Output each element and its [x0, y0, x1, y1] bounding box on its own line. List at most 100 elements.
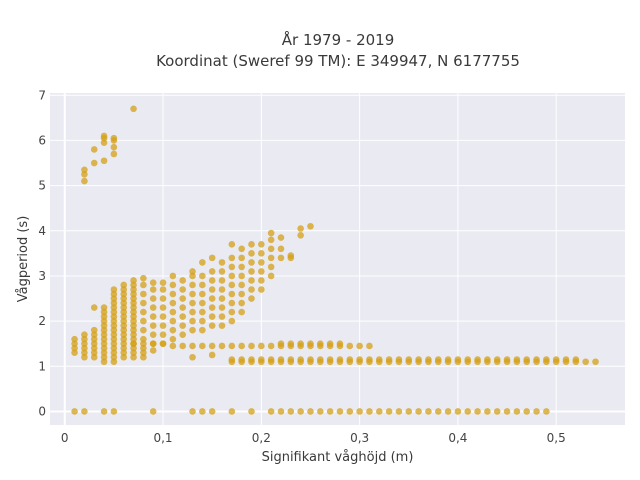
data-point [169, 299, 177, 307]
data-point [110, 322, 118, 329]
data-point [81, 335, 88, 343]
data-point [248, 408, 255, 415]
data-point [90, 353, 98, 361]
data-point [199, 308, 206, 316]
data-point [130, 304, 137, 311]
data-point [120, 295, 128, 302]
data-point [159, 313, 167, 320]
x-tick-label: 0 [61, 431, 69, 445]
data-point [100, 308, 108, 316]
data-point [90, 335, 98, 343]
data-point [307, 408, 314, 415]
data-point [100, 353, 108, 361]
data-point [238, 290, 245, 298]
data-point [189, 268, 196, 275]
data-point [267, 263, 275, 271]
data-point [493, 356, 501, 363]
data-point [110, 308, 118, 316]
data-point [228, 299, 236, 307]
data-point [484, 408, 491, 415]
data-point [395, 408, 403, 415]
data-point [159, 304, 167, 311]
data-point [120, 304, 128, 311]
data-point [258, 342, 265, 350]
data-point [474, 408, 481, 415]
data-point [130, 290, 137, 298]
data-point [189, 272, 196, 280]
data-point [434, 356, 442, 363]
data-point [248, 295, 255, 302]
data-point [208, 322, 216, 329]
y-axis-ticks: 0 1 2 3 4 5 6 7 [38, 88, 46, 418]
data-point [110, 299, 118, 307]
gridlines [50, 93, 625, 425]
data-point [297, 340, 304, 347]
data-point [356, 408, 363, 415]
data-point [179, 286, 186, 293]
data-point [474, 356, 481, 363]
data-point [287, 356, 295, 363]
data-point [130, 299, 137, 307]
data-point [208, 408, 216, 415]
data-point [140, 308, 147, 316]
data-point [149, 304, 157, 311]
data-point [228, 254, 236, 262]
data-point [189, 408, 196, 415]
data-point [258, 268, 265, 275]
data-point [248, 268, 255, 275]
data-point [346, 408, 354, 415]
data-point [110, 358, 118, 366]
data-point [228, 342, 236, 350]
data-point [100, 157, 108, 165]
data-point [366, 408, 373, 415]
data-point [110, 340, 118, 347]
data-point [130, 353, 137, 361]
data-point [110, 313, 118, 320]
data-point [179, 313, 186, 320]
data-point [81, 344, 88, 352]
data-point [464, 408, 472, 415]
data-point [218, 268, 226, 275]
data-point [238, 263, 245, 271]
data-point [248, 259, 255, 266]
y-tick-label: 7 [38, 88, 46, 102]
data-point [543, 408, 550, 415]
data-point [434, 408, 442, 415]
data-point [110, 331, 118, 338]
data-point [130, 105, 137, 113]
y-tick-label: 6 [38, 133, 46, 147]
data-point [277, 408, 285, 415]
data-point [81, 166, 88, 174]
data-point [228, 272, 236, 280]
data-point [100, 344, 108, 352]
data-point [130, 335, 137, 343]
data-point [130, 277, 137, 284]
data-point [415, 408, 422, 415]
y-tick-label: 4 [38, 224, 46, 238]
data-point [140, 281, 147, 289]
data-point [110, 344, 118, 352]
data-point [169, 335, 177, 343]
plot-area [50, 93, 625, 425]
data-point [90, 159, 98, 167]
data-point [316, 408, 324, 415]
data-point [110, 326, 118, 334]
data-point [149, 279, 157, 287]
data-point [100, 331, 108, 338]
data-point [297, 356, 304, 363]
data-point [326, 340, 334, 347]
data-point [248, 286, 255, 293]
data-point [307, 356, 314, 363]
data-point [326, 356, 334, 363]
data-point [218, 259, 226, 266]
data-point [120, 299, 128, 307]
data-point [375, 356, 383, 363]
data-point [248, 277, 255, 284]
data-point [120, 322, 128, 329]
data-point [130, 349, 137, 357]
data-point [464, 356, 472, 363]
data-point [444, 356, 452, 363]
data-point [258, 259, 265, 266]
data-point [100, 139, 108, 146]
data-point [130, 344, 137, 352]
